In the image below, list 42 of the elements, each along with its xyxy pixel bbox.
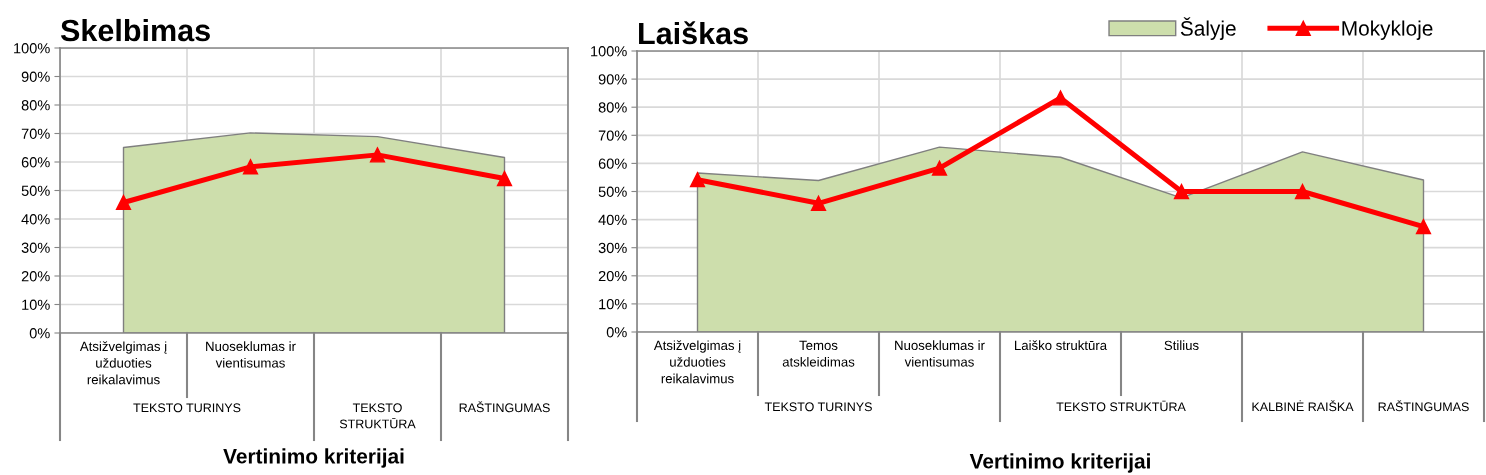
text: TEKSTO STRUKTŪRA [339, 403, 416, 429]
y-tick-label: 30% [21, 242, 50, 253]
y-tick-label: 70% [21, 128, 50, 139]
x-tick-label: Nuoseklumas ir vientisumas [206, 341, 296, 368]
y-tick-label: 100% [591, 46, 627, 57]
y-tick-label: 70% [598, 130, 627, 141]
y-tick-label: 90% [598, 74, 627, 85]
x-axis-title: Vertinimo kriterijai [969, 453, 1150, 473]
text: RAŠTINGUMAS [459, 401, 550, 413]
y-tick-label: 40% [598, 214, 627, 226]
x-tick-label: Nuoseklumas ir vientisumas [895, 340, 985, 367]
y-tick-label: 40% [21, 214, 50, 225]
y-tick-label: 30% [598, 242, 627, 254]
x-tick-label: Atsižvelgimas į užduoties reikalavimus [79, 341, 167, 385]
y-tick-label: 0% [606, 327, 627, 338]
y-tick-label: 60% [598, 158, 627, 169]
x-tick-label: Atsižvelgimas į užduoties reikalavimus [653, 340, 741, 384]
y-tick-label: 10% [599, 299, 627, 310]
y-tick-label: 100% [14, 43, 50, 54]
y-tick-label: 0% [29, 328, 50, 339]
y-tick-label: 50% [598, 186, 627, 197]
y-tick-label: 20% [598, 270, 627, 282]
x-tick-label: Stilius [1164, 340, 1199, 351]
x-tick-label: Temos atskleidimas [782, 340, 855, 367]
y-tick-label: 10% [22, 299, 50, 310]
y-tick-label: 60% [21, 157, 50, 168]
text: KALBINĖ RAIŠKA [1252, 400, 1354, 412]
y-tick-label: 90% [21, 71, 50, 82]
chart-title: Laiškas [639, 21, 748, 45]
y-tick-label: 20% [21, 271, 50, 282]
x-axis-title: Vertinimo kriterijai [223, 448, 404, 468]
text: RAŠTINGUMAS [1378, 400, 1469, 412]
y-tick-label: 80% [598, 102, 627, 113]
y-tick-label: 80% [21, 100, 50, 111]
x-tick-label: Laiško struktūra [1015, 340, 1108, 351]
text: TEKSTO STRUKTŪRA [1056, 400, 1186, 412]
y-tick-label: 50% [21, 185, 50, 196]
chart-title: Skelbimas [60, 18, 210, 42]
text: TEKSTO TURINYS [764, 402, 872, 412]
legend-label: Šalyje [1180, 17, 1236, 40]
legend-label: Mokykloje [1342, 20, 1433, 40]
text: TEKSTO TURINYS [133, 403, 241, 413]
